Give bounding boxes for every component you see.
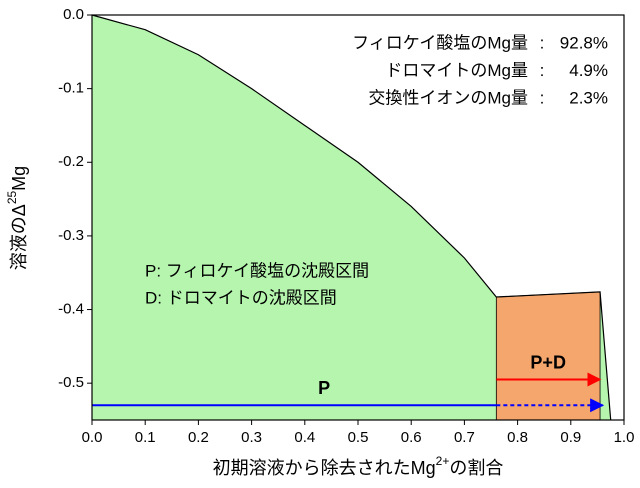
x-tick-label: 0.5 (348, 429, 369, 446)
composition-separator: : (540, 33, 545, 52)
x-tick-label: 0.6 (401, 429, 422, 446)
y-title-text: 溶液のΔ (9, 204, 29, 270)
arrow-label: P (318, 378, 330, 398)
x-tick-label: 0.0 (82, 429, 103, 446)
y-tick-label: -0.3 (58, 227, 84, 244)
x-tick-label: 0.1 (135, 429, 156, 446)
y-tick-label: -0.1 (58, 80, 84, 97)
composition-label: ドロマイトのMg量 (385, 61, 528, 80)
area-fill (92, 15, 611, 420)
composition-amount: 2.3% (569, 88, 608, 107)
x-tick-label: 1.0 (614, 429, 635, 446)
composition-amount: 92.8% (560, 33, 608, 52)
y-tick-label: -0.4 (58, 301, 84, 318)
x-tick-label: 0.2 (188, 429, 209, 446)
note: P: フィロケイ酸塩の沈殿区間 (145, 261, 369, 280)
x-tick-label: 0.8 (507, 429, 528, 446)
x-title-after: の割合 (449, 458, 503, 478)
x-tick-label: 0.4 (294, 429, 315, 446)
area-line (91, 14, 612, 421)
composition-separator: : (540, 61, 545, 80)
composition-separator: : (540, 88, 545, 107)
composition-amount: 4.9% (569, 61, 608, 80)
composition-label: フィロケイ酸塩のMg量 (352, 33, 528, 52)
x-title-text: 初期溶液から除去されたMg (213, 458, 436, 478)
y-tick-label: -0.5 (58, 374, 84, 391)
x-tick-label: 0.3 (241, 429, 262, 446)
plot-area (91, 14, 612, 421)
y-title-sup: 25 (5, 190, 19, 204)
y-tick-label: -0.2 (58, 153, 84, 170)
composition-label: 交換性イオンのMg量 (368, 88, 528, 107)
note: D: ドロマイトの沈殿区間 (145, 288, 337, 307)
y-title-after: Mg (9, 166, 29, 191)
arrow-label: P+D (530, 352, 566, 372)
x-tick-label: 0.9 (560, 429, 581, 446)
y-axis-title: 溶液のΔ25Mg (5, 166, 29, 270)
y-tick-label: 0.0 (63, 6, 84, 23)
x-tick-label: 0.7 (454, 429, 475, 446)
x-title-sup: 2+ (436, 454, 450, 468)
x-axis-title: 初期溶液から除去されたMg2+の割合 (213, 454, 504, 478)
